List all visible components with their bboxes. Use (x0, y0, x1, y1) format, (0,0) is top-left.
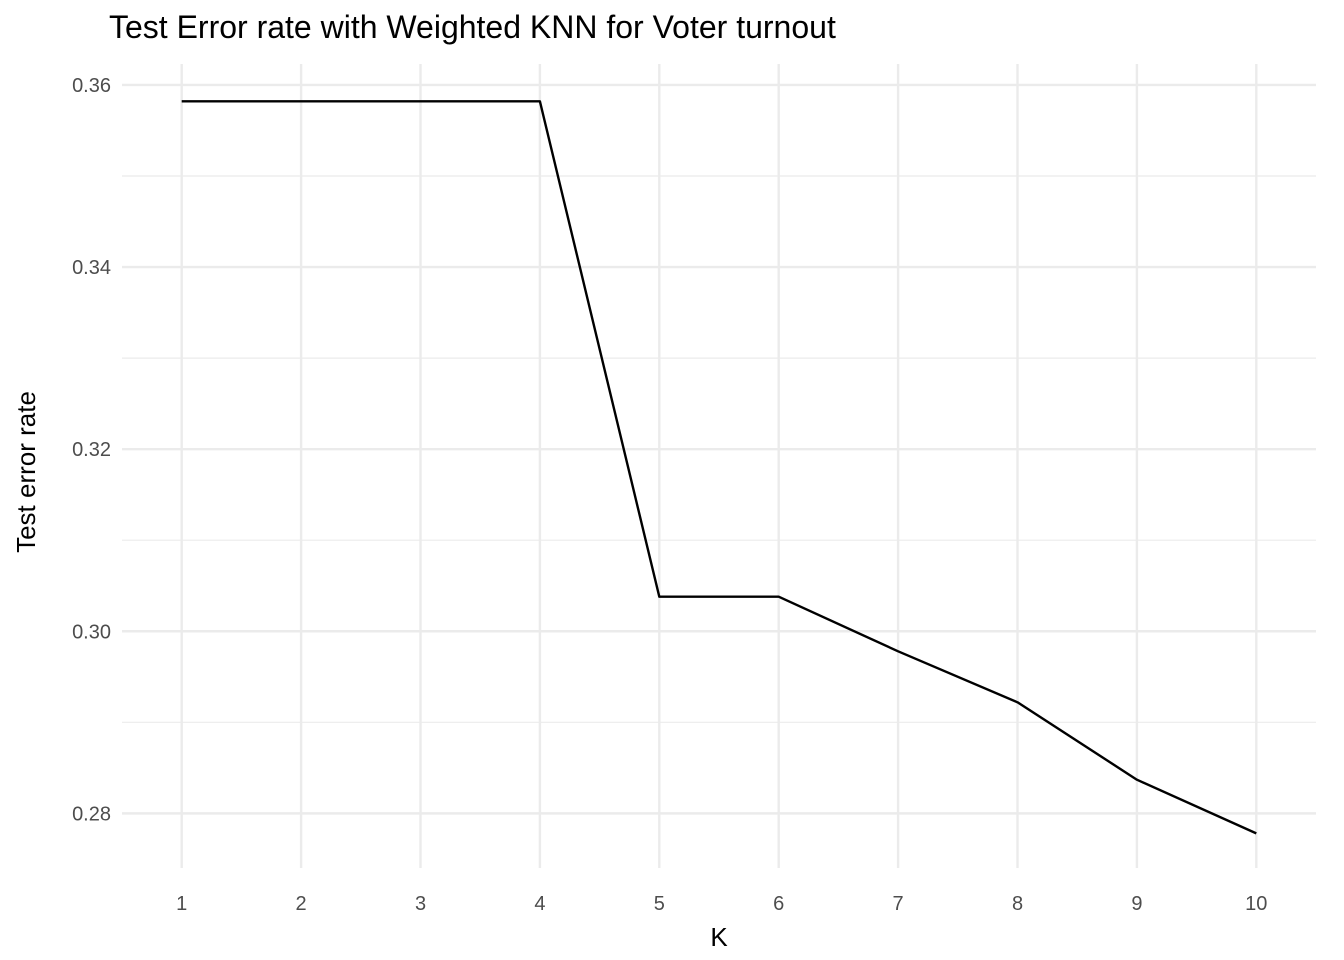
y-tick-label: 0.34 (72, 257, 111, 279)
x-tick-label: 5 (654, 893, 665, 915)
x-tick-labels: 1 2 3 4 5 6 7 8 9 10 (176, 893, 1267, 915)
x-tick-label: 10 (1245, 893, 1267, 915)
x-tick-label: 1 (176, 893, 187, 915)
x-tick-label: 8 (1012, 893, 1023, 915)
chart-title: Test Error rate with Weighted KNN for Vo… (109, 9, 836, 45)
x-tick-label: 4 (534, 893, 545, 915)
y-tick-label: 0.36 (72, 75, 111, 97)
minor-gridlines (122, 175, 1316, 723)
x-tick-label: 3 (415, 893, 426, 915)
y-tick-label: 0.30 (72, 621, 111, 643)
major-gridlines (122, 64, 1316, 868)
x-tick-label: 2 (296, 893, 307, 915)
x-tick-label: 9 (1131, 893, 1142, 915)
y-tick-label: 0.32 (72, 439, 111, 461)
series-line (181, 100, 1257, 835)
y-axis-title: Test error rate (11, 391, 41, 553)
y-tick-labels: 0.28 0.30 0.32 0.34 0.36 (72, 75, 111, 825)
x-axis-title: K (710, 922, 728, 952)
x-tick-label: 7 (893, 893, 904, 915)
series-group (181, 100, 1257, 835)
y-tick-label: 0.28 (72, 803, 111, 825)
x-tick-label: 6 (773, 893, 784, 915)
